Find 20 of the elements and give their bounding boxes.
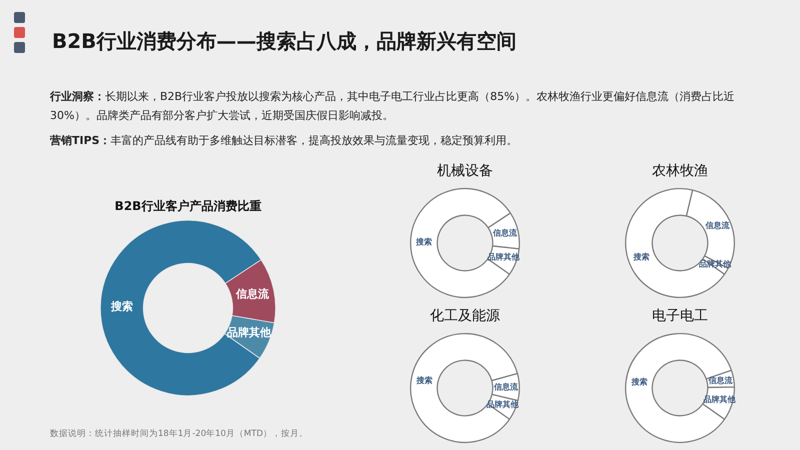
text: B2B行业消费分布——搜索占八成，品牌新兴有空间 [52, 28, 516, 55]
text: 行业洞察：长期以来，B2B行业客户投放以搜索为核心产品，其中电子电工行业占比更高（85%）。农林牧渔行业更偏好信息流（消费占比近30%）。品牌类产品有部分客户扩大尝试，近期受国庆假日影响减投。 [50, 89, 736, 124]
slice-label: 搜索 [110, 300, 133, 313]
chart-title: 农林牧渔 [651, 162, 709, 180]
slice-label: 搜索 [630, 377, 648, 386]
chart-title: 电子电工 [651, 307, 709, 325]
text: 数据说明：统计抽样时间为18年1月-20年10月（MTD），按月。 [50, 428, 308, 440]
chart-title: 化工及能源 [429, 307, 501, 325]
slice-label: 搜索 [416, 376, 433, 386]
slice-label: 品牌其他 [227, 326, 272, 340]
text: 营销TIPS：丰富的产品线有助于多维触达目标潜客，提高投放效果与流量变现，稳定预算利用。 [50, 133, 519, 149]
slice-label: 搜索 [414, 238, 432, 247]
slice-label: 信息流 [492, 227, 518, 238]
chart-title: B2B行业客户产品消费比重 [114, 198, 262, 215]
slice-label: 信息流 [235, 287, 270, 300]
chart-title: 机械设备 [436, 162, 494, 180]
slice-label: 信息流 [707, 374, 734, 385]
slice-label: 信息流 [493, 381, 520, 392]
slice-label: 信息流 [704, 220, 730, 230]
slice-label: 搜索 [632, 252, 650, 262]
